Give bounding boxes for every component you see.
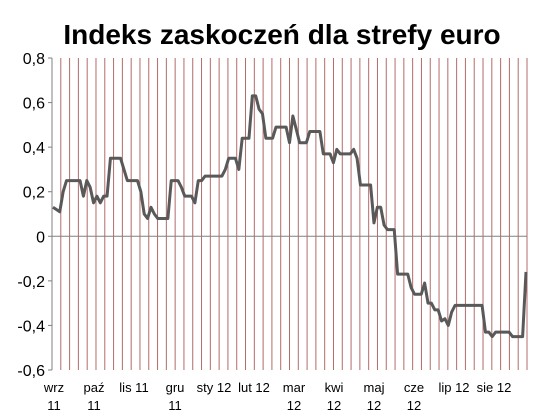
x-tick-label-year: 12	[407, 398, 421, 413]
x-tick-label-year: 11	[87, 398, 101, 413]
series-line	[52, 94, 528, 339]
y-tick-label: 0	[36, 229, 45, 246]
x-tick-label-year: 12	[367, 398, 381, 413]
x-tick-label-year: 12	[287, 398, 301, 413]
x-tick-label: cze	[404, 380, 424, 395]
x-tick-label: maj	[364, 380, 385, 395]
x-tick-label: sie 12	[477, 380, 512, 395]
y-axis-ticks: 0,8 0,6 0,4 0,2 0 -0,2 -0,4 -0,6	[17, 51, 52, 380]
y-tick-label: -0,4	[17, 318, 45, 335]
y-tick-label: 0,4	[23, 140, 45, 157]
y-tick-label: 0,6	[23, 96, 45, 113]
y-tick-label: 0,2	[23, 185, 45, 202]
x-tick-label: lis 11	[119, 380, 148, 395]
x-tick-label: kwi	[325, 380, 344, 395]
x-tick-label: mar	[283, 380, 306, 395]
x-tick-label-year: 11	[168, 398, 182, 413]
chart-grid	[60, 58, 528, 370]
y-tick-label: -0,2	[17, 274, 45, 291]
x-tick-label: lut 12	[238, 380, 270, 395]
x-tick-label-year: 11	[47, 398, 61, 413]
chart-title: Indeks zaskoczeń dla strefy euro	[63, 19, 500, 50]
y-tick-label: 0,8	[23, 51, 45, 68]
x-tick-label: wrz	[43, 380, 64, 395]
y-tick-label: -0,6	[17, 363, 45, 380]
x-tick-label: sty 12	[197, 380, 232, 395]
x-tick-label: gru	[166, 380, 185, 395]
x-tick-label: paź	[84, 380, 105, 395]
x-axis-ticks: wrz 11 paź 11 lis 11 gru 11 sty 12 lut 12 mar 12 kw…	[43, 380, 511, 413]
x-tick-label-year: 12	[327, 398, 341, 413]
x-tick-label: lip 12	[438, 380, 469, 395]
